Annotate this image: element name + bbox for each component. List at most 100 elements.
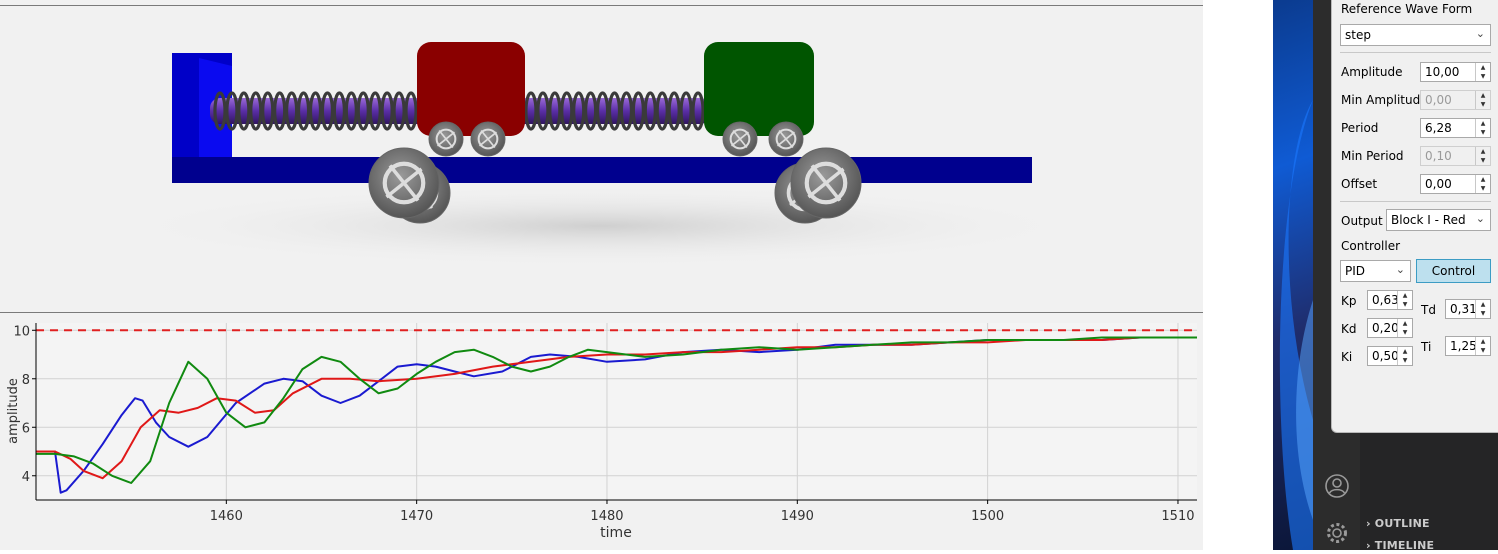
spin-down-icon[interactable]: ▼ — [1402, 356, 1408, 364]
spring-coil — [392, 91, 406, 131]
series-line-2 — [36, 336, 1197, 484]
x-tick-label: 1510 — [1161, 509, 1194, 524]
min-period-spinbox: 0,10 ▲ ▼ — [1420, 146, 1491, 166]
springs — [213, 91, 705, 131]
td-spinbox[interactable]: 0,31 ▲ ▼ — [1445, 299, 1491, 319]
divider — [1340, 201, 1491, 202]
spring-coil — [679, 91, 693, 131]
spring-coil — [249, 91, 263, 131]
plot-divider — [0, 312, 1203, 313]
spin-up-icon[interactable]: ▲ — [1402, 291, 1408, 299]
plot-area — [36, 323, 1197, 500]
period-value: 6,28 — [1425, 121, 1452, 135]
spring-coil — [296, 91, 311, 131]
spring-coil — [261, 91, 275, 131]
spring-coil — [368, 91, 382, 131]
reference-wave-label: Reference Wave Form — [1341, 2, 1473, 16]
output-select[interactable]: Block I - Red ⌄ — [1386, 209, 1491, 231]
spin-up-icon[interactable]: ▲ — [1480, 337, 1486, 345]
spring-coil — [572, 91, 586, 131]
chevron-down-icon: ⌄ — [1475, 212, 1485, 225]
spin-down-icon[interactable]: ▼ — [1402, 300, 1408, 308]
spin-down-icon[interactable]: ▼ — [1480, 184, 1486, 192]
spring-coil — [536, 91, 550, 131]
amplitude-plot: 1460 1470 1480 1490 1500 1510 4 6 8 10 time ampl… — [6, 323, 1197, 541]
period-spinbox[interactable]: 6,28 ▲ ▼ — [1420, 118, 1491, 138]
divider — [1340, 52, 1491, 53]
amplitude-value: 10,00 — [1425, 65, 1460, 79]
spring-coil — [667, 91, 681, 131]
base-track — [172, 157, 1032, 183]
ti-label: Ti — [1421, 340, 1432, 354]
kp-label: Kp — [1341, 294, 1357, 308]
small-wheel — [470, 121, 506, 157]
spin-up-icon[interactable]: ▲ — [1480, 63, 1486, 71]
kd-spinbox[interactable]: 0,20 ▲ ▼ — [1367, 318, 1413, 338]
spring-coil — [404, 91, 418, 131]
y-tick-label: 8 — [22, 373, 30, 388]
x-tick-label: 1470 — [400, 509, 433, 524]
ti-spinbox[interactable]: 1,25 ▲ ▼ — [1445, 336, 1491, 356]
spin-down-icon: ▼ — [1480, 100, 1486, 108]
kp-spinbox[interactable]: 0,63 ▲ ▼ — [1367, 290, 1413, 310]
spin-up-icon[interactable]: ▲ — [1480, 119, 1486, 127]
spin-up-icon[interactable]: ▲ — [1402, 319, 1408, 327]
spin-up-icon[interactable]: ▲ — [1480, 175, 1486, 183]
small-wheel — [428, 121, 464, 157]
green-block[interactable] — [704, 42, 814, 136]
spin-down-icon[interactable]: ▼ — [1480, 72, 1486, 80]
spring-coil — [344, 91, 358, 131]
spin-down-icon[interactable]: ▼ — [1402, 328, 1408, 336]
spin-down-icon: ▼ — [1480, 156, 1486, 164]
min-amplitude-spinbox: 0,00 ▲ ▼ — [1420, 90, 1491, 110]
x-tick-label: 1480 — [590, 509, 623, 524]
spring-coil — [560, 91, 574, 131]
spring-coil — [548, 91, 562, 131]
wave-form-select[interactable]: step ⌄ — [1340, 24, 1491, 46]
spring-coil — [356, 91, 370, 131]
account-icon[interactable] — [1313, 468, 1360, 504]
control-panel: Reference Wave Form step ⌄ Amplitude 10,… — [1331, 0, 1498, 433]
spin-down-icon[interactable]: ▼ — [1480, 346, 1486, 354]
control-button[interactable]: Control — [1416, 259, 1491, 283]
amplitude-spinbox[interactable]: 10,00 ▲ ▼ — [1420, 62, 1491, 82]
outline-section[interactable]: › OUTLINE — [1366, 517, 1430, 530]
spin-down-icon[interactable]: ▼ — [1480, 128, 1486, 136]
outline-label: OUTLINE — [1374, 517, 1430, 530]
spring-coil — [619, 91, 634, 131]
offset-value: 0,00 — [1425, 177, 1452, 191]
spin-up-icon[interactable]: ▲ — [1402, 347, 1408, 355]
red-block[interactable] — [417, 42, 525, 136]
small-wheel — [722, 121, 758, 157]
spin-up-icon[interactable]: ▲ — [1480, 300, 1486, 308]
spring-coil — [273, 91, 287, 131]
spring-coil — [225, 91, 239, 131]
big-wheel-left — [368, 147, 440, 219]
spring-coil — [308, 91, 323, 131]
wallpaper-strip — [1273, 0, 1313, 550]
td-label: Td — [1421, 303, 1436, 317]
3d-scene[interactable] — [0, 6, 1203, 312]
chevron-right-icon: › — [1366, 539, 1371, 552]
settings-gear-icon[interactable] — [1313, 515, 1360, 551]
wave-form-value: step — [1345, 28, 1371, 42]
controller-select[interactable]: PID ⌄ — [1340, 260, 1411, 282]
spring-coil — [631, 91, 645, 131]
spin-up-icon: ▲ — [1480, 91, 1486, 99]
top-divider — [0, 5, 1203, 6]
spring-coil — [524, 91, 538, 131]
wheels — [368, 121, 862, 224]
td-value: 0,31 — [1450, 302, 1477, 316]
timeline-section[interactable]: › TIMELINE — [1366, 539, 1434, 552]
timeline-label: TIMELINE — [1374, 539, 1435, 552]
y-tick-label: 4 — [22, 470, 30, 485]
x-tick-label: 1490 — [781, 509, 814, 524]
spin-down-icon[interactable]: ▼ — [1480, 309, 1486, 317]
period-label: Period — [1341, 121, 1379, 135]
ki-spinbox[interactable]: 0,50 ▲ ▼ — [1367, 346, 1413, 366]
spring-coil — [320, 91, 335, 131]
offset-spinbox[interactable]: 0,00 ▲ ▼ — [1420, 174, 1491, 194]
x-tick-labels: 1460 1470 1480 1490 1500 1510 — [210, 509, 1195, 524]
offset-label: Offset — [1341, 177, 1378, 191]
spring-coil — [332, 91, 346, 131]
